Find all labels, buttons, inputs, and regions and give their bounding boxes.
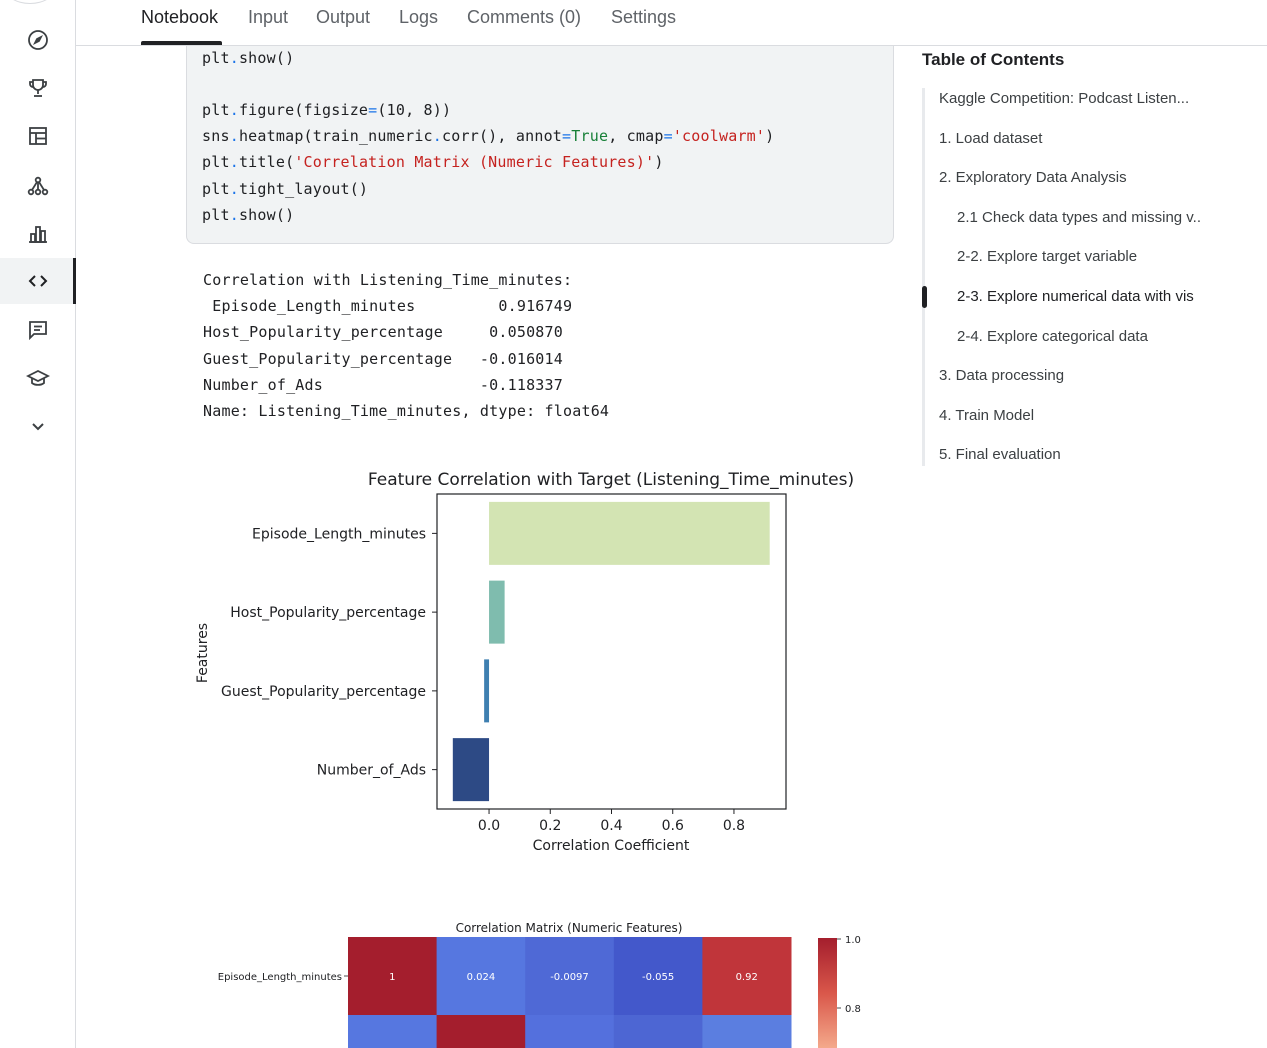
heatmap-row-label: Episode_Length_minutes [218, 972, 342, 983]
heatmap-cell [613, 1015, 703, 1048]
code-line: plt.figure(figsize=(10, 8)) [202, 101, 452, 119]
feature-correlation-bar-chart: Feature Correlation with Target (Listeni… [195, 470, 854, 854]
colorbar-tick-label: 1.0 [845, 935, 861, 946]
toc-item[interactable]: 2. Exploratory Data Analysis [939, 169, 1127, 186]
compass-icon[interactable] [0, 17, 76, 63]
tab-logs[interactable]: Logs [399, 7, 439, 27]
tab-comments[interactable]: Comments (0) [467, 7, 582, 27]
bar [489, 501, 770, 565]
x-axis-label: Correlation Coefficient [533, 838, 690, 854]
learn-icon[interactable] [0, 355, 76, 401]
heatmap-cell-label: 1 [389, 972, 395, 983]
code-line: plt.show() [202, 49, 295, 67]
bar [452, 738, 490, 802]
y-tick-label: Number_of_Ads [317, 763, 426, 779]
heatmap-cell [348, 937, 438, 1016]
heatmap-cell [436, 1015, 526, 1048]
code-line: plt.tight_layout() [202, 180, 369, 198]
toc-item[interactable]: Kaggle Competition: Podcast Listen... [939, 90, 1190, 107]
bar [489, 580, 505, 644]
toc-active-marker [922, 286, 927, 308]
heatmap-cell [702, 1015, 792, 1048]
models-icon[interactable] [0, 163, 76, 209]
x-tick-label: 0.0 [478, 818, 500, 834]
heatmap-cell-label: 0.92 [736, 972, 758, 983]
heatmap-cell [436, 937, 526, 1016]
output-line: Number_of_Ads -0.118337 [203, 376, 563, 394]
heatmap-title: Correlation Matrix (Numeric Features) [456, 921, 683, 935]
heatmap-cell [702, 937, 792, 1016]
toc-item[interactable]: 1. Load dataset [939, 130, 1043, 147]
code-line: sns.heatmap(train_numeric.corr(), annot=… [202, 127, 775, 145]
active-tab-indicator [141, 41, 222, 45]
chart-title: Feature Correlation with Target (Listeni… [368, 470, 854, 490]
correlation-heatmap: Correlation Matrix (Numeric Features) 1 0… [218, 921, 861, 1048]
output-line: Correlation with Listening_Time_minutes: [203, 271, 573, 289]
y-axis-label: Features [195, 623, 211, 683]
toc-item[interactable]: 3. Data processing [939, 367, 1065, 384]
table-icon[interactable] [0, 113, 76, 159]
trophy-icon[interactable] [0, 65, 76, 111]
output-line: Host_Popularity_percentage 0.050870 [203, 323, 563, 341]
colorbar [818, 938, 837, 1048]
tab-output[interactable]: Output [316, 7, 371, 27]
notebook-tabs: Notebook Input Output Logs Comments (0) … [76, 0, 1267, 46]
heatmap-cell-label: -0.0097 [550, 972, 589, 983]
x-tick-label: 0.6 [662, 818, 684, 834]
code-icon[interactable] [0, 258, 76, 304]
left-nav-rail [0, 0, 76, 1048]
toc-rail [922, 88, 925, 466]
colorbar-tick-label: 0.8 [845, 1004, 861, 1015]
tab-notebook[interactable]: Notebook [141, 7, 219, 27]
tab-input[interactable]: Input [248, 7, 289, 27]
bar [484, 659, 490, 723]
heatmap-cell [613, 937, 703, 1016]
code-line: plt.show() [202, 206, 295, 224]
heatmap-cell [525, 1015, 615, 1048]
x-tick-label: 0.8 [723, 818, 745, 834]
toc-title: Table of Contents [922, 50, 1065, 69]
y-tick-label: Guest_Popularity_percentage [221, 684, 426, 700]
output-line: Guest_Popularity_percentage -0.016014 [203, 350, 563, 368]
code-line: plt.title('Correlation Matrix (Numeric F… [202, 153, 664, 171]
x-tick-label: 0.4 [600, 818, 622, 834]
y-tick-label: Episode_Length_minutes [252, 526, 426, 542]
x-tick-label: 0.2 [539, 818, 561, 834]
comment-icon[interactable] [0, 307, 76, 353]
toc-item[interactable]: 5. Final evaluation [939, 446, 1061, 463]
output-line: Episode_Length_minutes 0.916749 [203, 297, 573, 315]
toc-item[interactable]: 2-4. Explore categorical data [957, 328, 1148, 345]
toc-item-active[interactable]: 2-3. Explore numerical data with vis [957, 288, 1194, 305]
toc-item[interactable]: 2-2. Explore target variable [957, 248, 1138, 265]
heatmap-cell-label: 0.024 [467, 972, 496, 983]
code-cell[interactable]: plt.show() plt.figure(figsize=(10, 8)) s… [186, 46, 894, 244]
chevron-down-icon[interactable] [0, 403, 76, 449]
output-line: Name: Listening_Time_minutes, dtype: flo… [203, 402, 610, 420]
chart-icon[interactable] [0, 211, 76, 257]
toc-item[interactable]: 4. Train Model [939, 407, 1035, 424]
heatmap-cell-label: -0.055 [642, 972, 674, 983]
toc-item[interactable]: 2.1 Check data types and missing v.. [957, 209, 1202, 226]
menu-circle[interactable] [4, 0, 56, 4]
heatmap-cell [348, 1015, 438, 1048]
heatmap-cell [525, 937, 615, 1016]
y-tick-label: Host_Popularity_percentage [230, 605, 426, 621]
tab-settings[interactable]: Settings [611, 7, 677, 27]
